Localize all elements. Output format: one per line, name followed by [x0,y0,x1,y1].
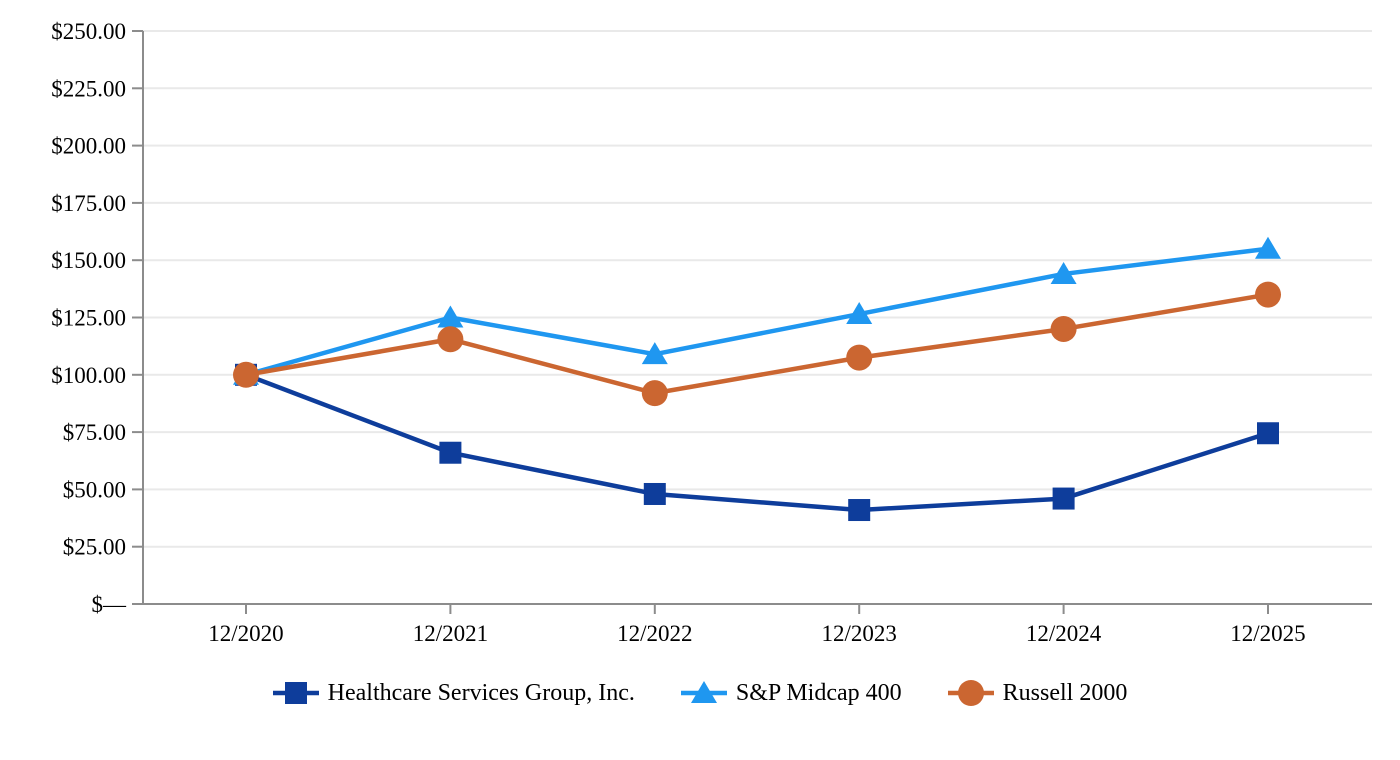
data-point-marker [1255,236,1281,259]
legend-label: Healthcare Services Group, Inc. [327,680,635,706]
y-axis-label: $— [92,592,128,617]
data-point-marker [233,361,259,388]
x-axis-label: 12/2024 [1026,621,1102,646]
y-axis-label: $200.00 [51,134,126,159]
square-marker-icon [272,682,319,704]
x-axis-label: 12/2020 [208,621,283,646]
data-point-marker [437,326,464,353]
data-point-marker [437,305,464,328]
data-point-marker [1050,261,1077,284]
legend-item-healthcare-services-group: Healthcare Services Group, Inc. [272,678,635,708]
chart-plot-area: $250.00 $225.00 $200.00 $175.00 $150.00 $125.… [51,19,1372,646]
legend-label: S&P Midcap 400 [735,680,902,706]
x-axis-label: 12/2021 [413,621,488,646]
x-axis-label: 12/2025 [1230,621,1305,646]
data-point-marker [641,342,668,365]
y-axis-label: $225.00 [51,76,126,101]
y-axis-label: $50.00 [63,477,126,502]
data-point-marker [1050,315,1077,342]
data-point-marker [846,344,873,371]
y-axis-label: $175.00 [51,191,126,216]
data-point-marker [1257,422,1279,445]
data-point-marker [1255,281,1281,308]
series-line [243,372,1271,513]
circle-marker-icon [947,680,994,706]
series-line [243,246,1271,378]
data-point-marker [848,499,871,522]
y-axis-label: $75.00 [63,420,126,445]
data-point-marker [846,302,873,325]
series-line [243,292,1271,396]
x-axis-label: 12/2022 [617,621,692,646]
data-point-marker [439,441,462,464]
y-axis-label: $150.00 [51,248,126,273]
legend-label: Russell 2000 [1002,680,1128,706]
data-point-marker [641,380,668,407]
data-point-marker [1052,487,1075,510]
x-axis-label: 12/2023 [822,621,897,646]
y-axis-label: $100.00 [51,363,126,388]
y-axis-label: $25.00 [63,535,126,560]
triangle-marker-icon [680,681,727,703]
y-axis-label: $250.00 [51,19,126,44]
legend-item-russell-2000: Russell 2000 [947,678,1128,708]
chart-legend: Healthcare Services Group, Inc. S&P Midc… [0,678,1400,708]
legend-item-sp-midcap-400: S&P Midcap 400 [680,678,902,708]
data-point-marker [643,482,666,505]
y-axis-label: $125.00 [51,306,126,331]
